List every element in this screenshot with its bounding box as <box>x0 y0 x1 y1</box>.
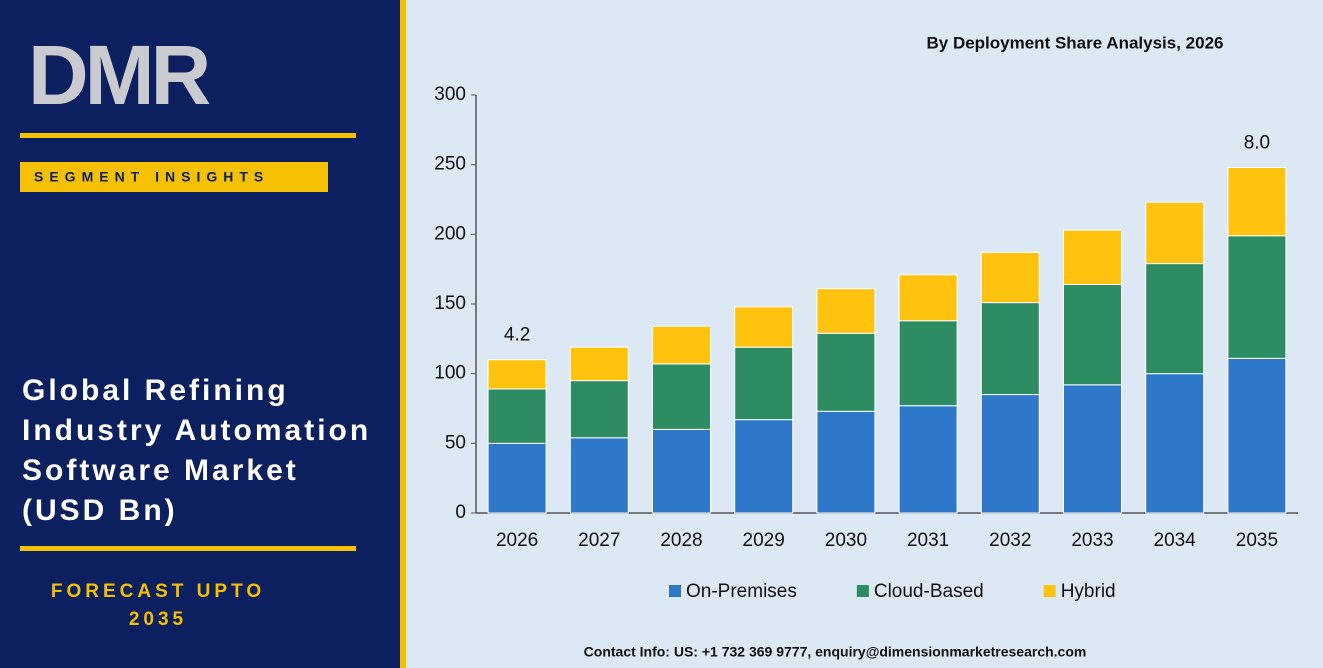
legend-swatch <box>1043 585 1056 597</box>
x-tick-label: 2035 <box>1236 530 1278 551</box>
legend-label: Hybrid <box>1061 581 1116 602</box>
bar-segment <box>1227 235 1287 359</box>
forecast: FORECAST UPTO <box>51 581 265 602</box>
y-tick-label: 100 <box>434 363 466 384</box>
bar-segment <box>1145 201 1205 265</box>
logo: DMR <box>28 28 210 122</box>
annotation: 4.2 <box>504 325 530 346</box>
bar-segment <box>734 419 794 514</box>
y-tick-label: 0 <box>455 502 466 523</box>
legend-label: On-Premises <box>686 581 797 602</box>
y-tick-label: 200 <box>434 223 466 244</box>
bar-segment <box>898 274 958 322</box>
x-tick-label: 2027 <box>578 530 620 551</box>
bar-segment <box>652 363 711 430</box>
bar-segment <box>898 405 958 514</box>
tag-box <box>20 162 328 192</box>
legend-swatch <box>856 585 869 597</box>
x-tick-label: 2034 <box>1154 530 1197 551</box>
side-title: (USD Bn) <box>22 494 178 527</box>
side-title: Software Market <box>22 454 299 487</box>
bar-segment <box>487 388 547 444</box>
tag: SEGMENT INSIGHTS <box>34 169 269 185</box>
side-panel <box>0 0 400 668</box>
legend-label: Cloud-Based <box>874 581 984 602</box>
bar-segment <box>569 380 629 439</box>
x-tick-label: 2030 <box>825 530 867 551</box>
bar-segment <box>1063 283 1122 386</box>
bar-segment <box>1227 166 1287 237</box>
bar-segment <box>980 302 1040 396</box>
bar-segment <box>487 442 547 514</box>
bar-segment <box>816 410 876 514</box>
x-tick-label: 2033 <box>1071 530 1113 551</box>
bar-segment <box>1145 373 1205 514</box>
bar-segment <box>652 428 711 514</box>
bar-segment <box>1145 263 1205 375</box>
y-tick-label: 300 <box>434 84 466 105</box>
bar-segment <box>816 288 876 334</box>
y-tick-label: 50 <box>445 432 466 453</box>
chart-title: By Deployment Share Analysis, 2026 <box>926 33 1223 52</box>
forecast: 2035 <box>129 609 187 630</box>
bar-segment <box>569 437 629 514</box>
rule <box>20 546 356 551</box>
annotation: 8.0 <box>1244 132 1270 153</box>
bar-segment <box>1227 357 1287 514</box>
side-title: Industry Automation <box>22 414 371 447</box>
side-title: Global Refining <box>22 374 289 407</box>
bar-segment <box>898 320 958 407</box>
x-tick-label: 2029 <box>743 530 785 551</box>
divider <box>400 0 406 668</box>
bar-segment <box>816 332 876 412</box>
x-tick-label: 2028 <box>660 530 702 551</box>
legend-swatch <box>669 585 681 597</box>
bar-segment <box>980 394 1040 514</box>
x-tick-label: 2031 <box>907 530 949 551</box>
bar-segment <box>1063 229 1122 285</box>
x-tick-label: 2026 <box>496 530 538 551</box>
rule <box>20 133 356 138</box>
x-tick-label: 2032 <box>989 530 1031 551</box>
y-tick-label: 250 <box>434 154 466 175</box>
y-tick-label: 150 <box>434 293 466 314</box>
bar-segment <box>980 251 1040 304</box>
bar-segment <box>734 306 794 348</box>
bar-segment <box>652 325 711 365</box>
contact: Contact Info: US: +1 732 369 9777, enqui… <box>584 644 1087 660</box>
bar-segment <box>569 346 629 382</box>
bar-segment <box>1063 384 1122 514</box>
bar-segment <box>487 359 547 390</box>
bar-segment <box>734 346 794 421</box>
